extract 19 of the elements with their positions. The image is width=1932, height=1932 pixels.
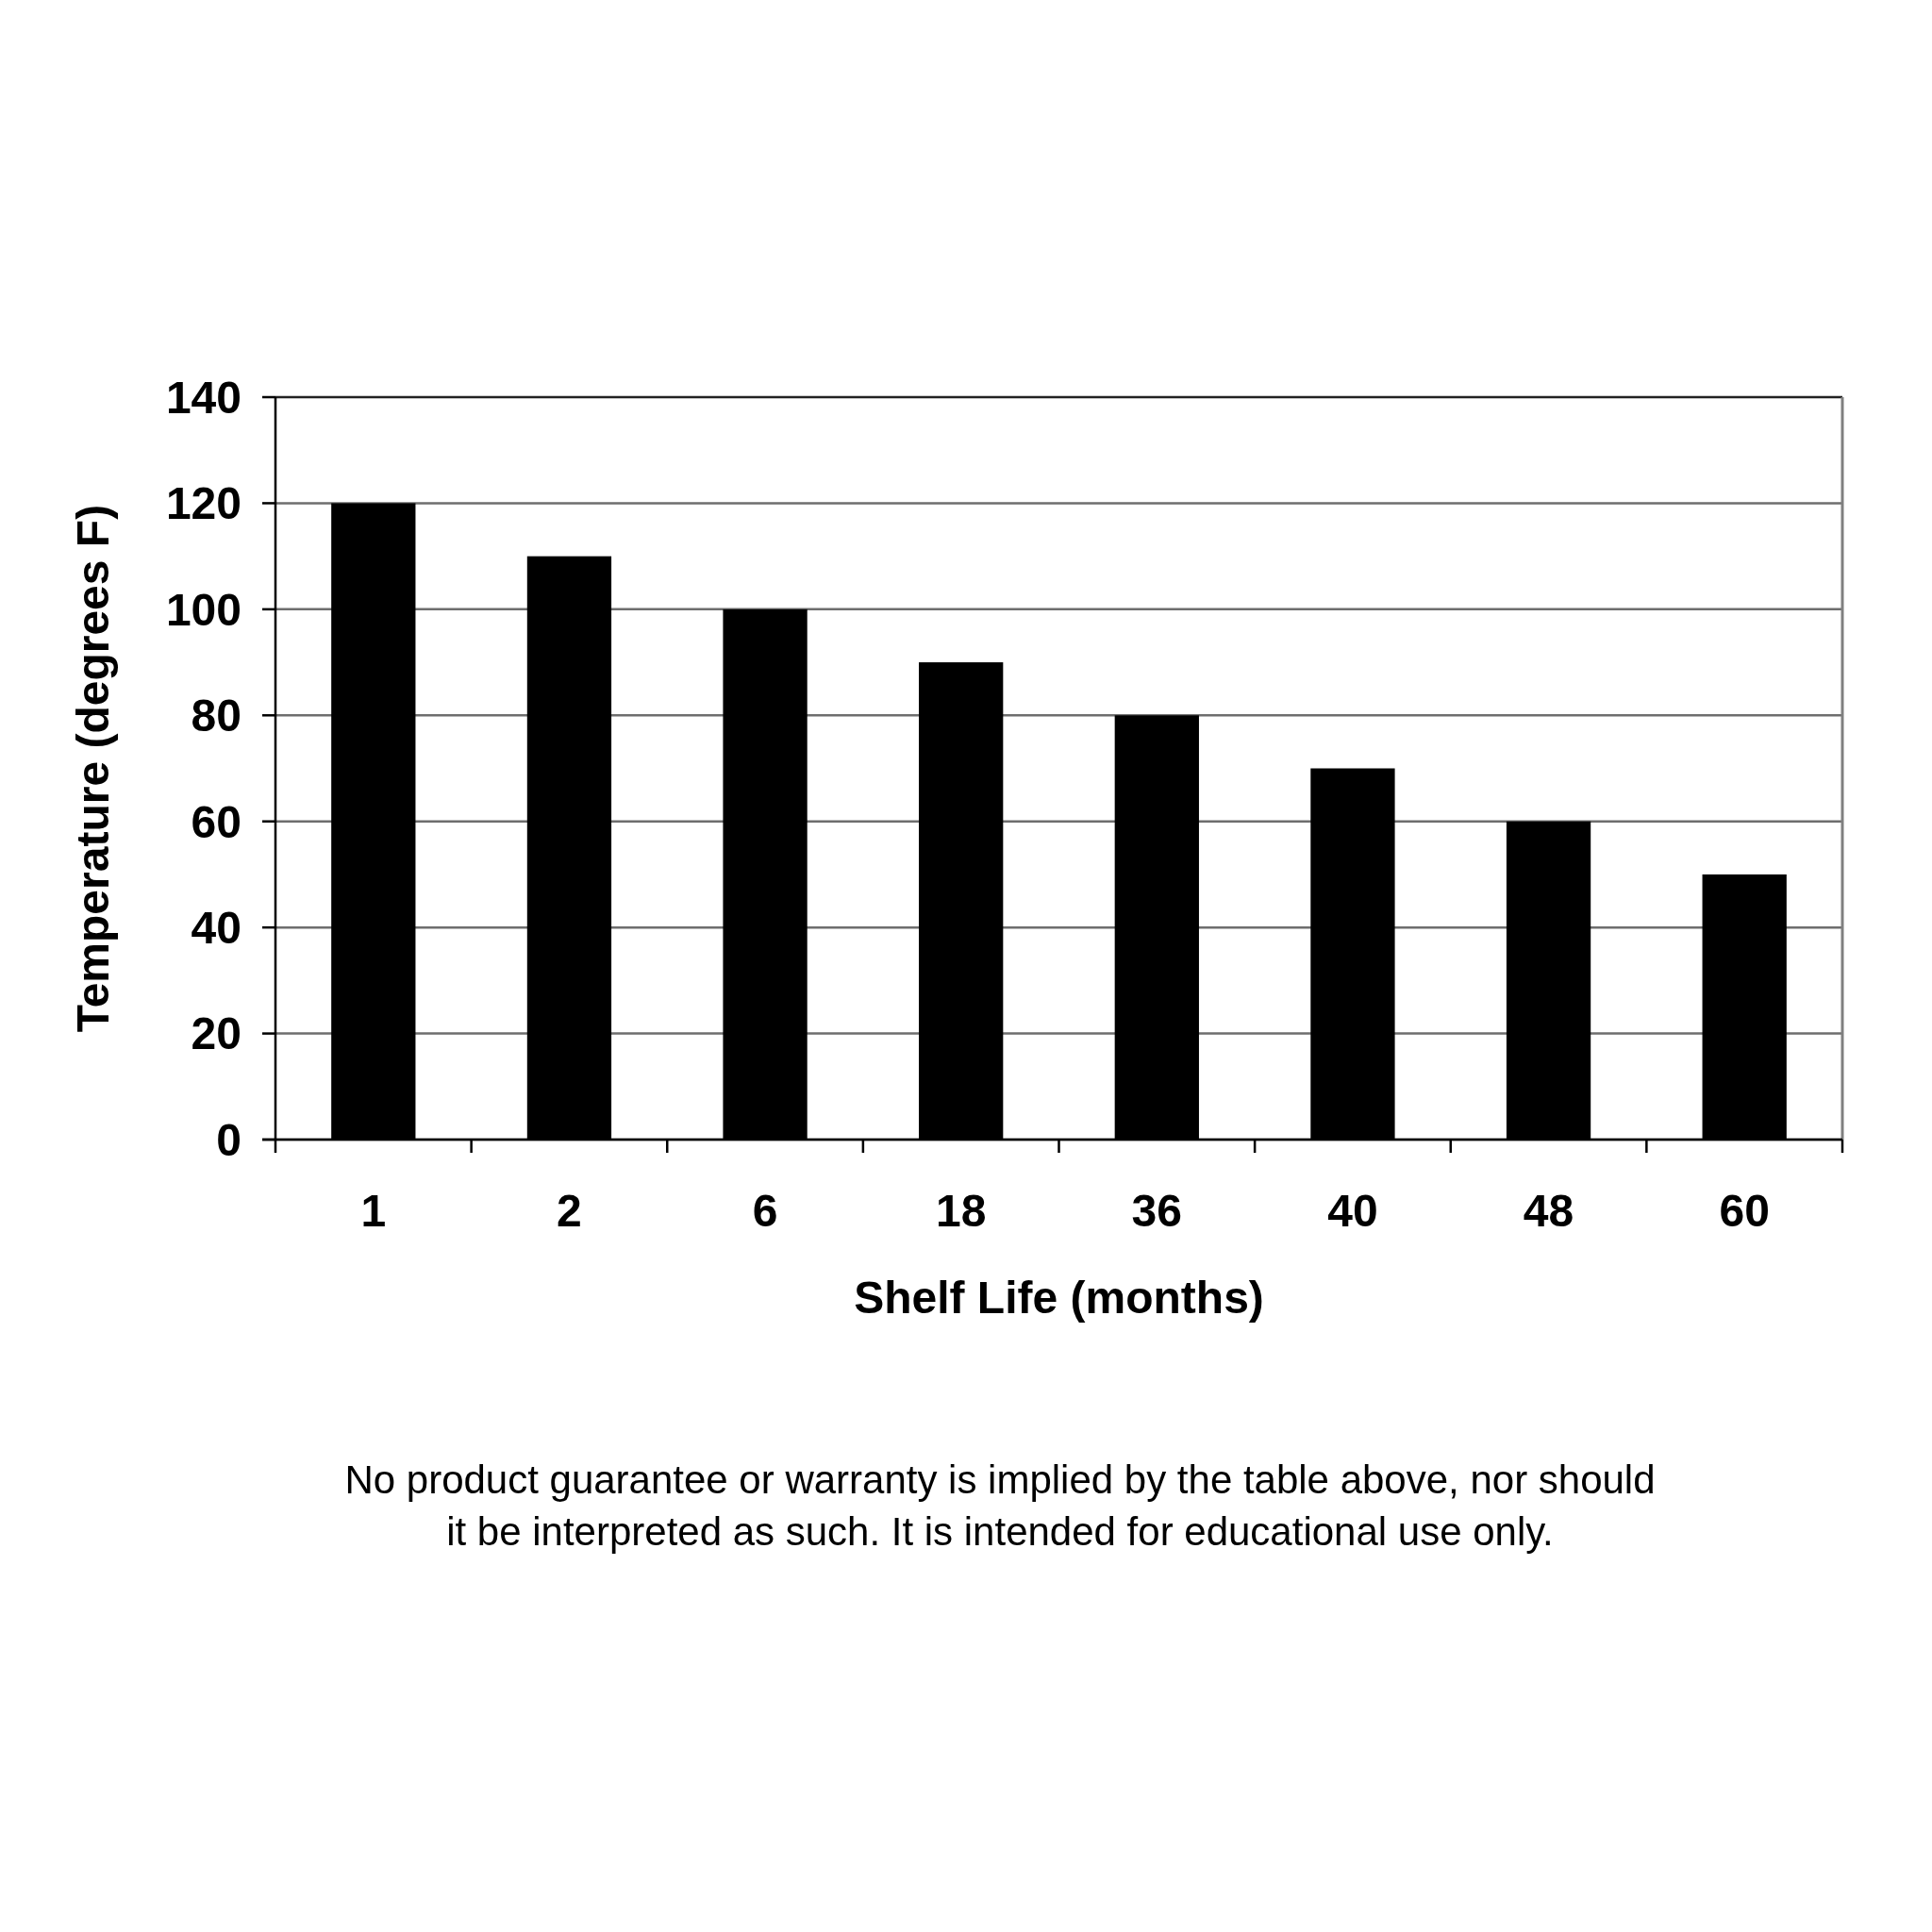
x-tick-label: 18 [935, 1186, 987, 1236]
y-tick-label: 0 [216, 1114, 242, 1165]
x-tick-label: 1 [360, 1186, 387, 1236]
y-tick-label: 140 [165, 372, 242, 423]
text: No product guarantee or warranty is implied by the table above, nor should it be interpreted as such. It is intended for educational use only. [344, 1457, 1656, 1554]
y-tick-label: 20 [191, 1008, 242, 1059]
x-tick-label: 36 [1131, 1186, 1183, 1236]
x-tick-label: 2 [557, 1186, 582, 1236]
x-tick-label: 6 [752, 1186, 778, 1236]
y-tick-label: 60 [191, 796, 242, 847]
y-tick-label: 40 [191, 902, 242, 953]
y-tick-label: 100 [165, 584, 242, 635]
x-tick-label: 48 [1523, 1186, 1574, 1236]
y-tick-label: 120 [165, 478, 242, 529]
x-tick-label: 60 [1719, 1186, 1770, 1236]
y-axis-title: Temperature (degrees F) [68, 504, 118, 1033]
x-axis-title: Shelf Life (months) [854, 1273, 1264, 1323]
y-tick-label: 80 [191, 691, 242, 741]
x-tick-label: 40 [1327, 1186, 1378, 1236]
